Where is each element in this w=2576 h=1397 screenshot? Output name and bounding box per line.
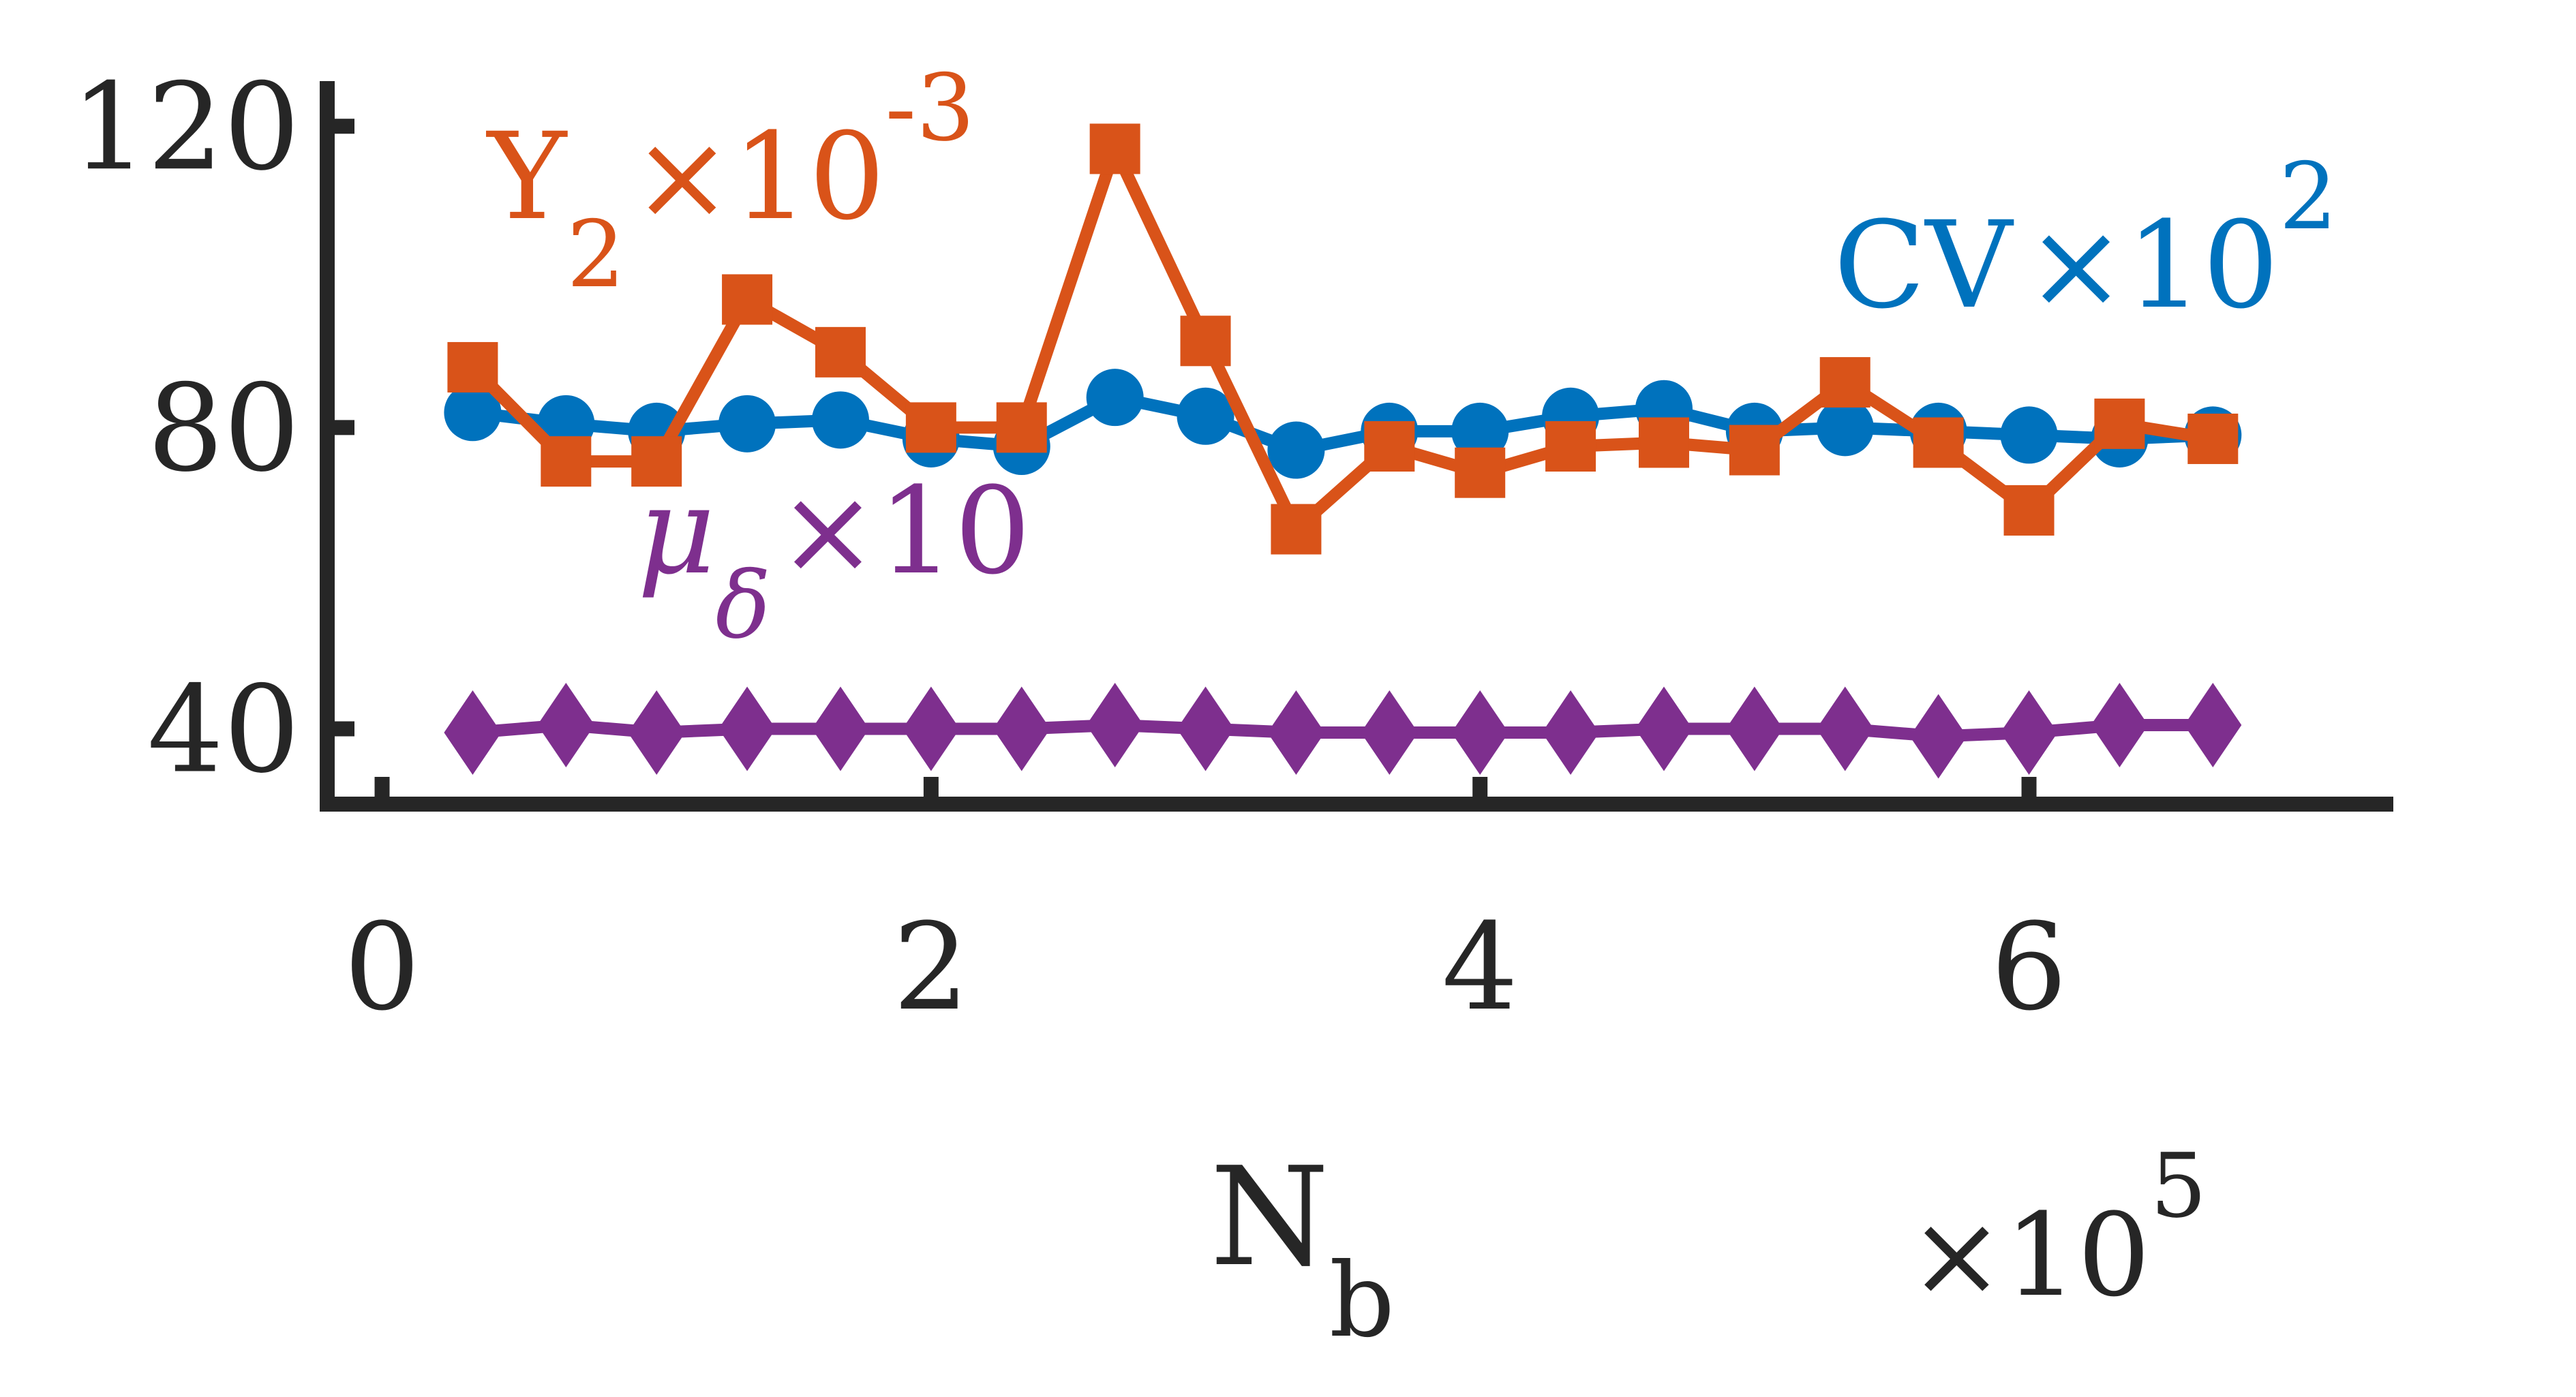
data-point [631,436,682,487]
data-point [1180,316,1231,367]
data-point [1361,690,1419,775]
data-point [905,402,956,453]
data-point [1455,447,1506,498]
data-point [1816,686,1874,771]
data-point [902,686,960,771]
x-tick-label: 6 [1991,897,2067,1037]
data-point [1271,504,1322,555]
x-axis-label-main: N [1210,1138,1329,1297]
data-point [1086,369,1144,427]
data-point [1638,417,1689,468]
tick-labels: 40 80 120 0 2 4 6 [71,57,2067,1037]
data-point [1086,682,1144,767]
data-point [2003,485,2055,536]
x-axis-label: Nb [1210,1138,1395,1360]
series-label-cv-mult: ×10 [2026,196,2279,335]
series-square [447,123,2239,555]
data-point [1542,690,1600,775]
series-label-mu-main: μ [637,461,715,601]
data-point [811,686,869,771]
series-label-y2: Y2×10-3 [486,55,975,308]
data-point [1267,690,1325,775]
data-point [1819,357,1870,408]
data-point [718,686,776,771]
series-label-cv-main: CV [1834,196,2014,335]
series-label-y2-exp: -3 [885,55,975,162]
data-point [1267,421,1325,479]
series-label-mu-mult: ×10 [778,461,1031,601]
data-point [1909,694,1967,779]
x-multiplier-base: ×10 [1909,1188,2151,1322]
data-point [1177,387,1234,445]
data-point [1725,686,1783,771]
data-point [2000,690,2058,775]
data-point [1816,399,1874,457]
data-point [541,436,592,487]
data-point [1545,421,1596,472]
data-point [2184,682,2242,767]
series-label-mu: μδ×10 [637,461,1031,659]
data-point [992,686,1050,771]
series-layer [444,123,2242,779]
series-label-y2-main: Y [486,107,568,247]
x-axis-multiplier: ×105 [1909,1134,2207,1322]
x-multiplier-exponent: 5 [2151,1134,2207,1238]
x-tick-label: 4 [1442,897,1518,1037]
data-point [537,682,595,767]
data-point [2000,406,2058,464]
data-point [2094,398,2145,449]
data-point [444,690,502,775]
series-diamond [444,682,2242,779]
x-tick-label: 2 [893,897,969,1037]
x-axis-label-sub: b [1329,1242,1395,1360]
series-label-cv: CV ×102 [1834,143,2337,335]
y-tick-label: 120 [71,57,300,197]
data-point [811,391,869,449]
data-point [1451,402,1509,460]
series-label-y2-mult: ×10 [632,107,885,247]
data-point [1177,686,1234,771]
series-label-y2-sub: 2 [566,201,625,308]
data-point [1635,686,1693,771]
data-point [996,402,1047,453]
data-point [1729,425,1780,476]
data-point [1364,421,1415,472]
x-tick-label: 0 [344,897,421,1037]
data-point [628,690,686,775]
series-label-mu-sub: δ [715,552,770,659]
series-label-cv-exp: 2 [2279,143,2337,250]
data-point [1089,123,1140,174]
data-point [815,326,866,378]
data-point [1913,417,1964,468]
data-point [722,274,773,325]
y-tick-label: 80 [147,358,300,498]
data-point [2187,413,2239,464]
data-point [447,341,498,393]
axes [320,81,2393,812]
data-point [2091,682,2149,767]
data-point [444,384,502,442]
y-tick-label: 40 [147,660,300,799]
data-point [1451,690,1509,775]
data-point [718,395,776,452]
